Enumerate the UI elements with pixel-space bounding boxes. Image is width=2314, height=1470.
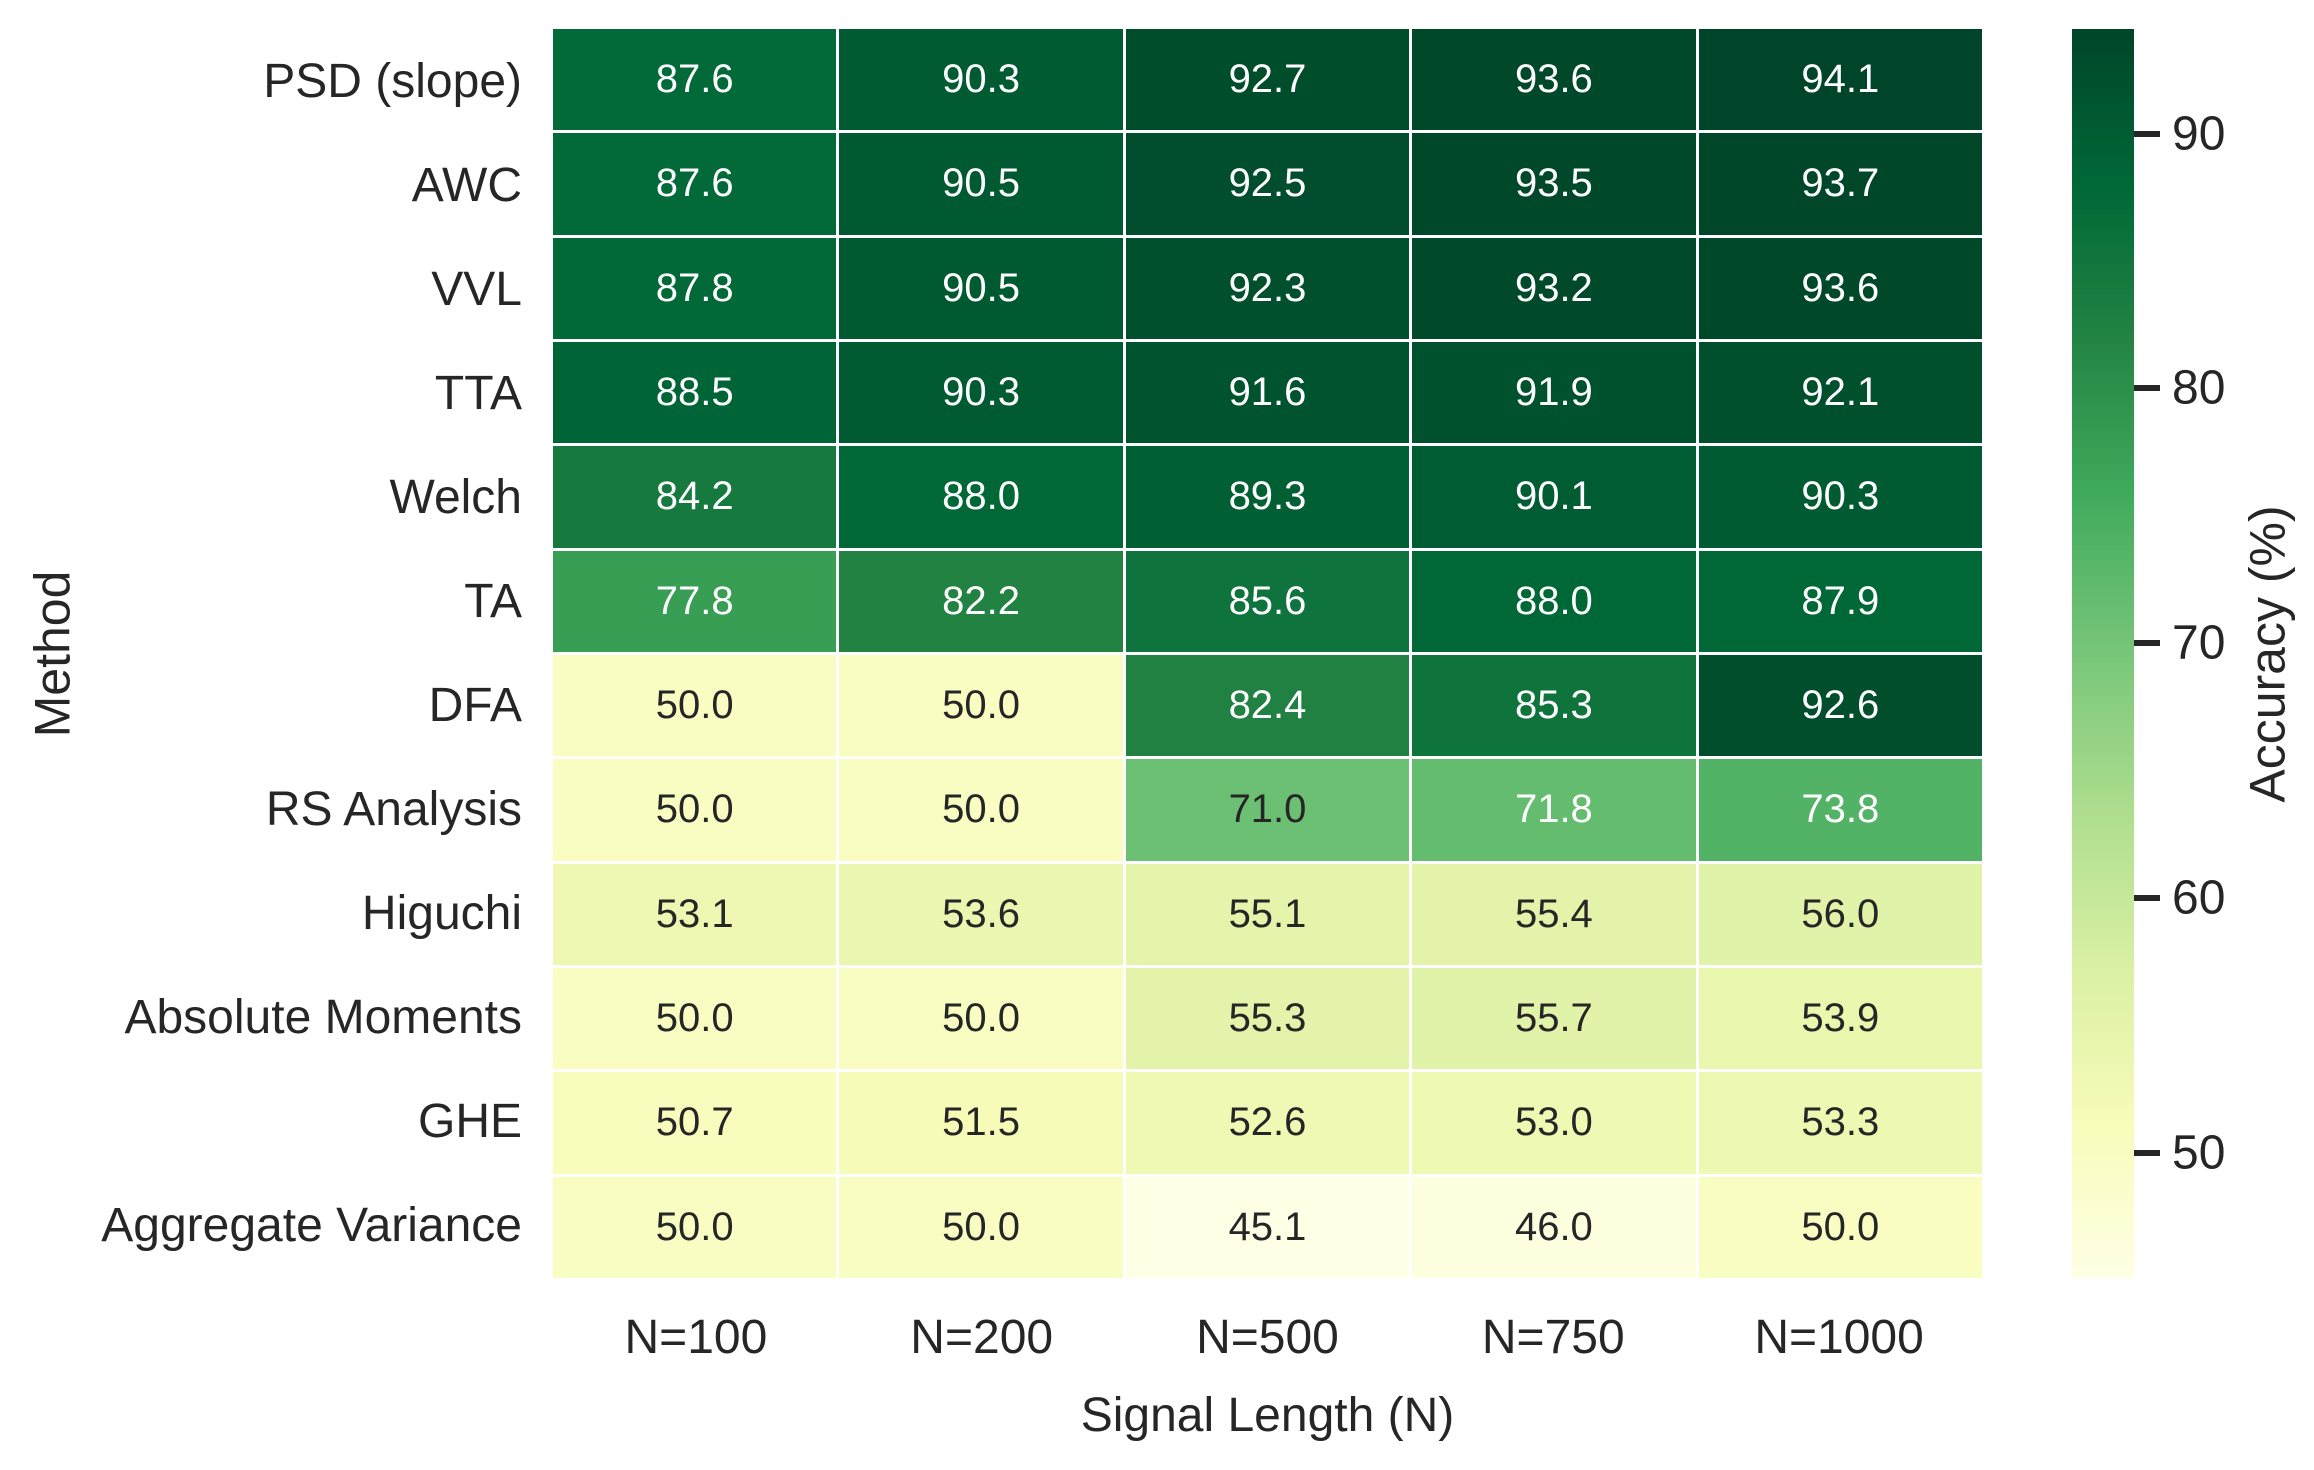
heatmap-cell: 88.0 — [839, 446, 1123, 548]
colorbar-title: Accuracy (%) — [2240, 504, 2297, 803]
y-tick-label: VVL — [431, 262, 522, 316]
heatmap-grid: 87.6 90.3 92.7 93.6 94.1 87.6 90.5 92.5 93.5 93.7… — [553, 29, 1982, 1278]
colorbar-tick-mark — [2134, 130, 2160, 137]
x-tick-label: N=500 — [1196, 1311, 1339, 1364]
heatmap-cell: 89.3 — [1125, 446, 1410, 548]
heatmap-cell: 87.6 — [553, 29, 837, 131]
heatmap-cell: 84.2 — [553, 446, 837, 548]
heatmap-cell: 53.9 — [1698, 968, 1982, 1070]
heatmap-cell: 71.0 — [1125, 759, 1410, 861]
heatmap-cell: 55.7 — [1412, 968, 1696, 1070]
y-tick-label: RS Analysis — [265, 783, 522, 837]
y-tick-label: TTA — [434, 366, 522, 420]
heatmap-cell: 55.1 — [1125, 863, 1410, 965]
heatmap-cell: 50.0 — [553, 655, 837, 757]
y-tick-label: DFA — [428, 679, 522, 733]
x-tick-label: N=100 — [624, 1311, 768, 1364]
heatmap-cell: 45.1 — [1125, 1176, 1410, 1278]
heatmap-cell: 93.6 — [1698, 237, 1982, 339]
heatmap-cell: 53.1 — [553, 863, 837, 965]
heatmap-cell: 85.3 — [1412, 655, 1696, 757]
heatmap-cell: 87.6 — [553, 133, 837, 235]
colorbar-tick-mark — [2134, 1150, 2160, 1157]
heatmap-cell: 51.5 — [839, 1072, 1123, 1174]
heatmap-cell: 50.0 — [553, 968, 837, 1070]
heatmap-cell: 94.1 — [1698, 29, 1982, 131]
heatmap-cell: 71.8 — [1412, 759, 1696, 861]
heatmap-cell: 50.0 — [1698, 1176, 1982, 1278]
colorbar-tick-label: 60 — [2172, 871, 2226, 925]
heatmap-cell: 93.7 — [1698, 133, 1982, 235]
y-tick-label: AWC — [411, 158, 522, 212]
colorbar-tick-label: 70 — [2172, 616, 2226, 670]
heatmap-cell: 55.4 — [1412, 863, 1696, 965]
heatmap-cell: 92.1 — [1698, 342, 1982, 444]
heatmap-cell: 88.0 — [1412, 550, 1696, 652]
heatmap-cell: 73.8 — [1698, 759, 1982, 861]
colorbar-tick-mark — [2134, 385, 2160, 392]
heatmap-cell: 50.7 — [553, 1072, 837, 1174]
heatmap-cell: 82.4 — [1125, 655, 1410, 757]
x-axis-title: Signal Length (N) — [1080, 1389, 1455, 1442]
y-tick-label: Welch — [389, 470, 523, 524]
heatmap-cell: 93.2 — [1412, 237, 1696, 339]
heatmap-cell: 53.0 — [1412, 1072, 1696, 1174]
heatmap-cell: 91.6 — [1125, 342, 1410, 444]
heatmap-cell: 87.9 — [1698, 550, 1982, 652]
colorbar-title-container: Accuracy (%) — [2216, 29, 2314, 1278]
heatmap-cell: 46.0 — [1412, 1176, 1696, 1278]
heatmap-cell: 91.9 — [1412, 342, 1696, 444]
heatmap-cell: 55.3 — [1125, 968, 1410, 1070]
y-tick-label: PSD (slope) — [263, 54, 522, 108]
heatmap-cell: 50.0 — [839, 968, 1123, 1070]
heatmap-cell: 90.1 — [1412, 446, 1696, 548]
heatmap-cell: 87.8 — [553, 237, 837, 339]
heatmap-cell: 56.0 — [1698, 863, 1982, 965]
heatmap-cell: 90.3 — [839, 29, 1123, 131]
colorbar-tick-label: 50 — [2172, 1126, 2226, 1180]
heatmap-cell: 92.7 — [1125, 29, 1410, 131]
y-tick-label: GHE — [417, 1095, 522, 1149]
colorbar: 50 60 70 80 90 — [2072, 29, 2225, 1278]
heatmap-cell: 90.5 — [839, 133, 1123, 235]
colorbar-tick-mark — [2134, 895, 2160, 902]
colorbar-tick-label: 80 — [2172, 361, 2226, 415]
x-tick-label: N=200 — [910, 1311, 1054, 1364]
heatmap-cell: 90.5 — [839, 237, 1123, 339]
x-tick-label: N=750 — [1481, 1311, 1625, 1364]
heatmap-cell: 85.6 — [1125, 550, 1410, 652]
heatmap-cell: 92.6 — [1698, 655, 1982, 757]
heatmap-cell: 90.3 — [1698, 446, 1982, 548]
heatmap-cell: 50.0 — [839, 1176, 1123, 1278]
heatmap-cell: 88.5 — [553, 342, 837, 444]
colorbar-tick-label: 90 — [2172, 107, 2226, 160]
colorbar-tick-mark — [2134, 640, 2160, 647]
heatmap-cell: 50.0 — [839, 655, 1123, 757]
heatmap-cell: 50.0 — [839, 759, 1123, 861]
heatmap-cell: 77.8 — [553, 550, 837, 652]
heatmap-cell: 90.3 — [839, 342, 1123, 444]
x-tick-label: N=1000 — [1754, 1311, 1924, 1364]
heatmap-cell: 93.5 — [1412, 133, 1696, 235]
heatmap-cell: 53.3 — [1698, 1072, 1982, 1174]
heatmap-cell: 52.6 — [1125, 1072, 1410, 1174]
heatmap-cell: 53.6 — [839, 863, 1123, 965]
heatmap-cell: 82.2 — [839, 550, 1123, 652]
heatmap-cell: 50.0 — [553, 759, 837, 861]
heatmap-cell: 92.3 — [1125, 237, 1410, 339]
heatmap-cell: 50.0 — [553, 1176, 837, 1278]
y-tick-label: TA — [464, 574, 522, 628]
heatmap-cell: 93.6 — [1412, 29, 1696, 131]
heatmap-cell: 92.5 — [1125, 133, 1410, 235]
y-tick-label: Aggregate Variance — [101, 1199, 522, 1253]
y-tick-label: Higuchi — [361, 887, 522, 941]
colorbar-gradient — [2072, 29, 2134, 1278]
y-tick-label: Absolute Moments — [124, 991, 522, 1045]
